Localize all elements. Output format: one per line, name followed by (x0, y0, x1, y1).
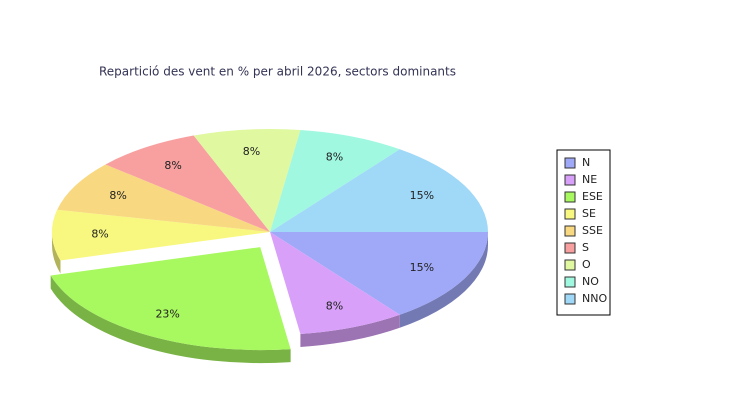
legend-swatch (564, 208, 576, 220)
slice-side (52, 232, 61, 274)
data-label: 8% (326, 151, 343, 164)
data-label: 8% (91, 227, 108, 240)
legend-swatch (564, 276, 576, 288)
legend-label: NO (582, 275, 599, 288)
data-label: 8% (243, 145, 260, 158)
data-label: 8% (109, 189, 126, 202)
data-label: 8% (326, 299, 343, 312)
data-label: 15% (410, 261, 434, 274)
data-label: 23% (155, 308, 179, 321)
legend-label: SSE (582, 224, 603, 237)
slice (193, 129, 301, 232)
slice (50, 247, 291, 351)
legend-label: ESE (582, 190, 603, 203)
legend-swatch (564, 174, 576, 186)
legend-swatch (564, 157, 576, 169)
slice (105, 135, 270, 232)
slice (270, 130, 400, 232)
slice (270, 149, 488, 232)
legend-label: NNO (582, 292, 607, 305)
slice-side (399, 232, 488, 328)
legend-swatch (564, 191, 576, 203)
slice (57, 164, 270, 232)
legend-swatch (564, 259, 576, 271)
slice-side (50, 275, 291, 364)
chart-title: Repartició des vent en % per abril 2026,… (99, 65, 456, 79)
legend-label: SE (582, 207, 596, 220)
slice (51, 209, 270, 261)
legend-swatch (564, 293, 576, 305)
legend-label: NE (582, 173, 597, 186)
data-label: 8% (164, 159, 181, 172)
legend-label: S (582, 241, 589, 254)
slice-side (300, 314, 400, 347)
legend-swatch (564, 225, 576, 237)
data-label: 15% (410, 189, 434, 202)
slice (270, 232, 400, 334)
slice (270, 232, 488, 315)
legend-swatch (564, 242, 576, 254)
legend-label: N (582, 156, 590, 169)
legend-label: O (582, 258, 591, 271)
